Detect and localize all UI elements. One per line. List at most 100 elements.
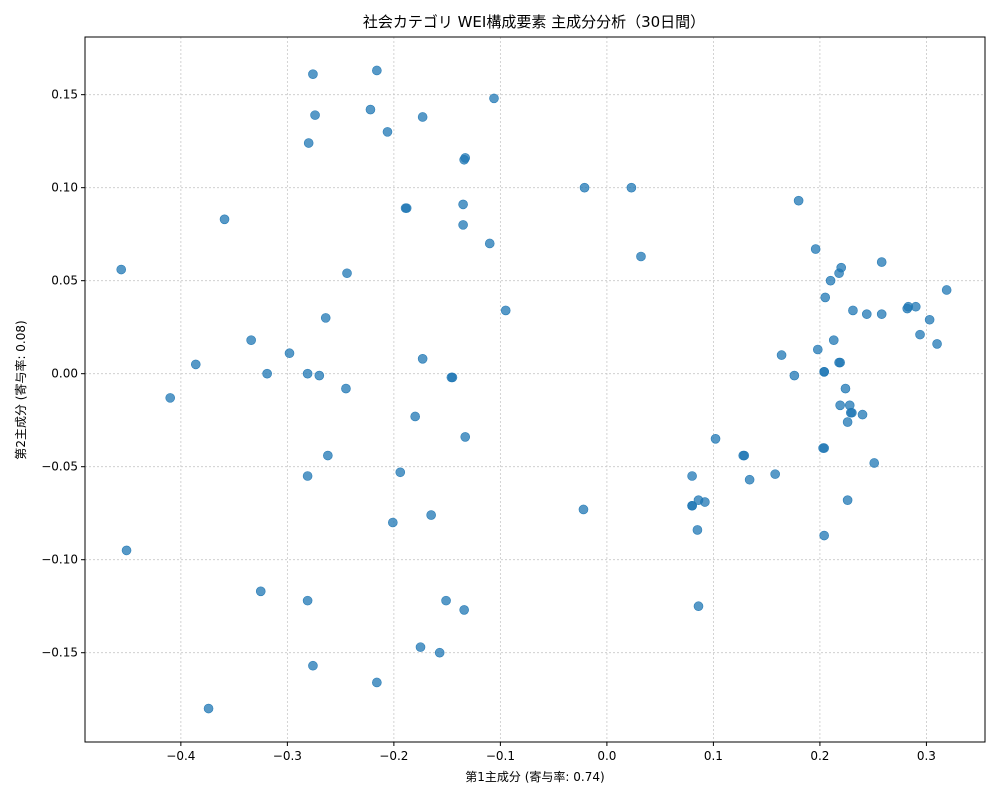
y-axis-ticks: −0.15 −0.10 −0.05 0.00 0.05 0.10 0.15 xyxy=(41,88,85,660)
x-tick-label: −0.3 xyxy=(273,749,302,763)
scatter-point xyxy=(302,368,313,379)
scatter-point xyxy=(401,203,412,213)
scatter-point xyxy=(262,368,272,379)
scatter-point xyxy=(320,313,331,323)
x-axis-label: 第1主成分 (寄与率: 0.74) xyxy=(465,769,604,784)
scatter-point xyxy=(819,530,829,541)
scatter-point xyxy=(382,127,393,137)
scatter-point xyxy=(834,268,844,279)
scatter-point xyxy=(314,370,325,381)
scatter-point xyxy=(941,285,952,295)
scatter-point xyxy=(458,220,468,230)
scatter-point xyxy=(770,469,780,479)
scatter-point xyxy=(459,605,469,615)
scatter-point xyxy=(845,407,856,418)
scatter-point xyxy=(932,339,942,349)
y-tick-label: 0.00 xyxy=(51,367,78,381)
scatter-point xyxy=(410,411,420,422)
scatter-point xyxy=(812,344,823,355)
scatter-point xyxy=(284,348,295,359)
y-tick-label: 0.15 xyxy=(51,88,78,102)
data-points xyxy=(116,65,952,714)
scatter-point xyxy=(255,586,266,597)
x-tick-label: 0.1 xyxy=(704,749,723,763)
scatter-point xyxy=(310,110,320,120)
y-tick-label: 0.10 xyxy=(51,181,78,195)
scatter-point xyxy=(692,525,703,535)
scatter-point xyxy=(693,601,704,612)
scatter-point xyxy=(738,450,749,461)
scatter-point xyxy=(165,393,176,403)
scatter-point xyxy=(190,359,201,370)
scatter-point xyxy=(903,301,914,312)
scatter-point xyxy=(246,335,256,346)
scatter-point xyxy=(840,383,851,394)
scatter-point xyxy=(924,314,935,325)
scatter-point xyxy=(835,400,845,411)
x-tick-label: 0.0 xyxy=(597,749,616,763)
scatter-point xyxy=(489,93,499,104)
scatter-point xyxy=(861,309,872,319)
scatter-point xyxy=(793,195,804,206)
scatter-point xyxy=(434,647,445,658)
x-tick-label: 0.3 xyxy=(917,749,936,763)
x-tick-label: −0.4 xyxy=(166,749,195,763)
scatter-point xyxy=(342,268,352,279)
scatter-point xyxy=(876,309,887,319)
scatter-point xyxy=(372,65,382,76)
scatter-point xyxy=(579,182,590,193)
scatter-point xyxy=(819,367,829,377)
scatter-point xyxy=(828,335,839,346)
scatter-point xyxy=(687,471,697,481)
scatter-point xyxy=(820,292,831,303)
scatter-point xyxy=(857,409,868,420)
y-tick-label: −0.10 xyxy=(41,553,78,567)
y-axis-label: 第2主成分 (寄与率: 0.08) xyxy=(13,320,28,459)
x-tick-label: −0.2 xyxy=(379,749,408,763)
scatter-point xyxy=(484,238,495,249)
scatter-point xyxy=(203,703,214,714)
scatter-point xyxy=(744,474,755,485)
x-axis-ticks: −0.4 −0.3 −0.2 −0.1 0.0 0.1 0.2 0.3 xyxy=(166,742,936,763)
scatter-point xyxy=(219,214,230,225)
scatter-point xyxy=(323,450,333,461)
scatter-point xyxy=(869,458,880,468)
scatter-point xyxy=(116,264,127,275)
scatter-point xyxy=(388,517,398,528)
scatter-point xyxy=(710,433,721,444)
y-tick-label: −0.15 xyxy=(41,646,78,660)
chart-title: 社会カテゴリ WEI構成要素 主成分分析（30日間） xyxy=(363,13,705,31)
scatter-point xyxy=(818,443,828,453)
scatter-point xyxy=(415,642,426,652)
x-tick-label: 0.2 xyxy=(810,749,829,763)
scatter-point xyxy=(417,112,428,122)
scatter-point xyxy=(842,417,853,427)
scatter-point xyxy=(825,275,836,286)
scatter-point xyxy=(626,182,637,193)
scatter-point xyxy=(810,244,821,254)
scatter-point xyxy=(302,471,313,481)
scatter-point xyxy=(776,350,787,360)
scatter-point xyxy=(458,199,468,210)
scatter-point xyxy=(308,660,318,671)
scatter-point xyxy=(341,383,351,394)
plot-frame xyxy=(84,36,986,743)
scatter-point xyxy=(789,370,800,381)
scatter-point xyxy=(848,305,858,316)
y-tick-label: −0.05 xyxy=(41,460,78,474)
scatter-point xyxy=(915,329,925,340)
scatter-point xyxy=(372,677,382,688)
scatter-point xyxy=(500,305,511,316)
scatter-point xyxy=(687,500,697,511)
scatter-point xyxy=(636,251,646,262)
scatter-point xyxy=(700,497,710,507)
scatter-point xyxy=(842,495,853,505)
scatter-point xyxy=(426,510,436,520)
scatter-point xyxy=(395,467,406,478)
scatter-point xyxy=(417,354,428,364)
scatter-point xyxy=(365,104,376,115)
scatter-point xyxy=(876,257,887,267)
scatter-point xyxy=(441,595,451,606)
scatter-point xyxy=(460,432,471,442)
